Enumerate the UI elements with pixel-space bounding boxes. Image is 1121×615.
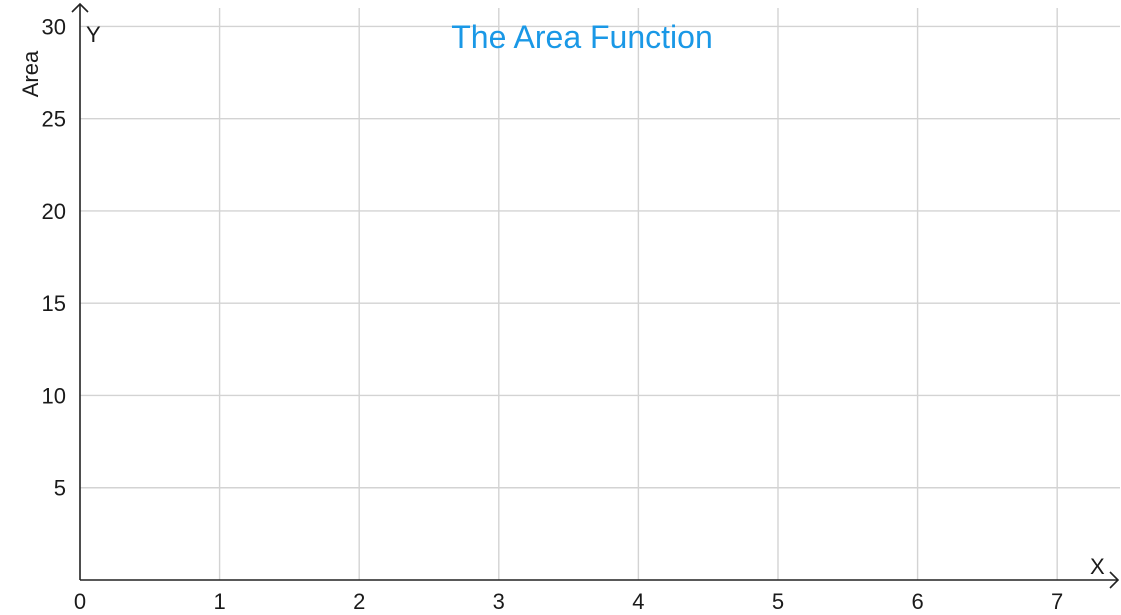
x-axis-arrow-icon (1109, 571, 1120, 589)
x-tick-label: 5 (772, 589, 784, 614)
x-tick-label: 6 (911, 589, 923, 614)
y-axis-label: Area (18, 50, 43, 97)
y-tick-label: 15 (42, 291, 66, 316)
grid-layer (80, 8, 1120, 580)
x-tick-label: 4 (632, 589, 644, 614)
x-tick-label: 0 (74, 589, 86, 614)
tick-label-layer: 0 1 2 3 4 5 6 7 5 10 15 20 25 30 (42, 14, 1064, 614)
y-axis-name: Y (86, 22, 101, 47)
x-tick-label: 1 (213, 589, 225, 614)
x-tick-label: 3 (493, 589, 505, 614)
y-tick-label: 30 (42, 14, 66, 39)
y-tick-label: 10 (42, 383, 66, 408)
x-tick-label: 2 (353, 589, 365, 614)
y-axis-arrow-icon (71, 2, 89, 13)
y-tick-label: 25 (42, 107, 66, 132)
y-tick-label: 5 (54, 476, 66, 501)
axis-layer (71, 2, 1120, 589)
y-tick-label: 20 (42, 199, 66, 224)
x-tick-label: 7 (1051, 589, 1063, 614)
chart-title: The Area Function (451, 19, 712, 55)
x-axis-name: X (1090, 554, 1105, 579)
